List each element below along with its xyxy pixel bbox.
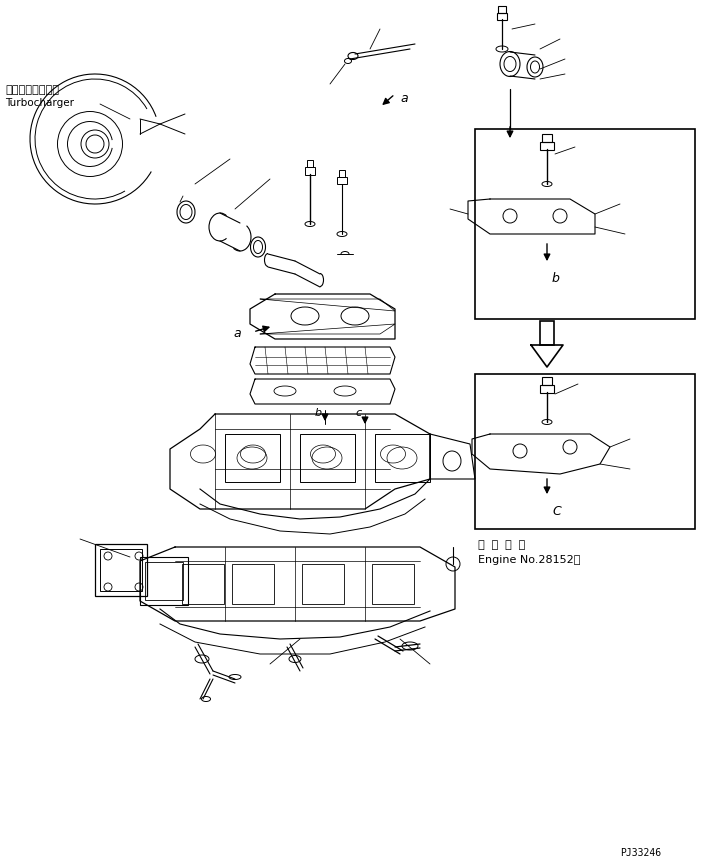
Bar	[307, 161, 313, 168]
Bar	[182, 564, 224, 604]
Bar	[542, 378, 552, 386]
Bar	[339, 170, 345, 177]
Bar	[540, 143, 554, 151]
Bar	[540, 322, 554, 345]
Bar	[541, 323, 553, 344]
Bar	[542, 135, 552, 143]
Bar	[232, 564, 274, 604]
Text: PJ33246: PJ33246	[620, 847, 661, 857]
Bar	[475, 130, 695, 319]
Bar	[140, 557, 188, 605]
Bar	[540, 386, 554, 393]
Bar	[498, 7, 506, 14]
Bar	[225, 435, 280, 482]
Text: a: a	[400, 92, 407, 105]
Text: Engine No.28152～: Engine No.28152～	[478, 554, 580, 564]
Text: C: C	[552, 505, 561, 517]
Text: b: b	[315, 407, 322, 418]
Bar	[497, 14, 507, 21]
Bar	[337, 177, 347, 185]
Text: b: b	[552, 272, 560, 285]
Bar	[145, 562, 183, 600]
Bar	[95, 544, 147, 597]
Bar	[372, 564, 414, 604]
Text: c: c	[355, 407, 361, 418]
Text: 適 用 号 機: 適 用 号 機	[478, 539, 525, 549]
Text: a: a	[233, 326, 240, 339]
Bar	[300, 435, 355, 482]
Bar	[305, 168, 315, 176]
Bar	[375, 435, 430, 482]
Bar	[302, 564, 344, 604]
Bar	[475, 375, 695, 530]
Bar	[100, 549, 142, 592]
Text: Turbocharger: Turbocharger	[5, 98, 74, 108]
Text: ターボチャージャ: ターボチャージャ	[5, 85, 59, 95]
